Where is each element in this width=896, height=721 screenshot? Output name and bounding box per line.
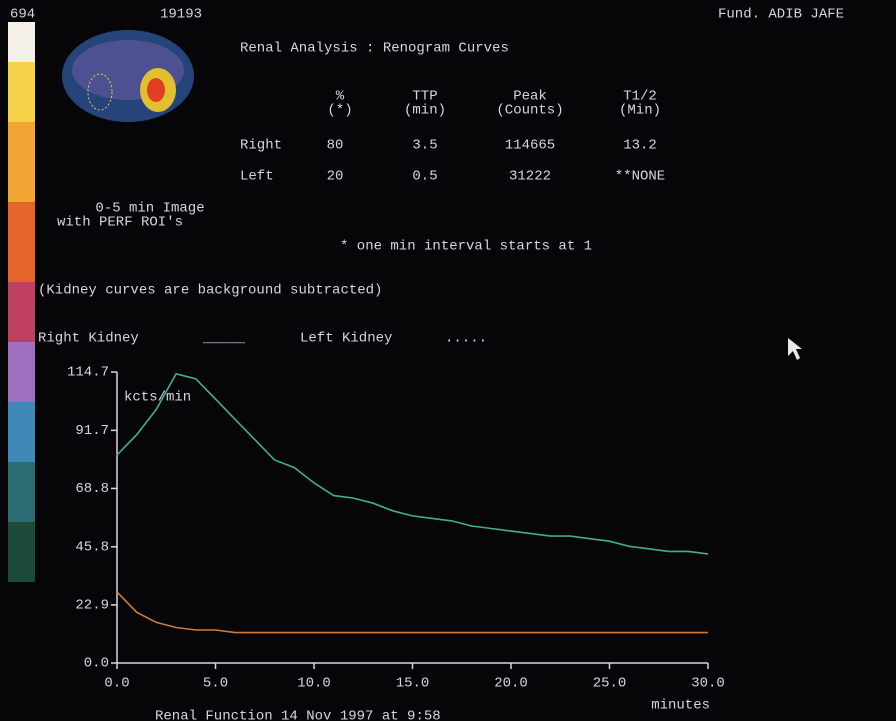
screen: 694 19193 Fund. ADIB JAFE Renal Analysis…	[0, 0, 896, 721]
legend: Right Kidney _____ Left Kidney.....	[38, 331, 487, 347]
series-line	[117, 374, 708, 554]
legend-mark: .....	[445, 331, 487, 347]
image-caption: with PERF ROI's	[57, 215, 183, 231]
row-label: Left	[240, 169, 274, 185]
y-tick-label: 68.8	[75, 481, 109, 497]
study-id: 694	[10, 7, 35, 23]
y-tick-label: 114.7	[67, 365, 109, 381]
footer: Renal Function 14 Nov 1997 at 9:58	[155, 709, 441, 721]
note: * one min interval starts at 1	[340, 239, 592, 255]
x-tick-label: 25.0	[593, 676, 627, 692]
page: 694 19193 Fund. ADIB JAFE Renal Analysis…	[0, 0, 896, 721]
column-header: (Min)	[619, 103, 661, 119]
mouse-cursor	[788, 338, 802, 360]
column-header: (*)	[327, 103, 352, 119]
y-tick-label: 45.8	[75, 540, 109, 556]
y-tick-label: 0.0	[84, 656, 109, 672]
x-tick-label: 10.0	[297, 676, 331, 692]
series-line	[117, 592, 708, 633]
legend-mark: _____	[202, 331, 246, 347]
table-cell: 13.2	[623, 138, 657, 154]
table-cell: 31222	[509, 169, 551, 185]
patient-name: Fund. ADIB JAFE	[718, 7, 844, 23]
x-tick-label: 20.0	[494, 676, 528, 692]
y-tick-label: 91.7	[75, 423, 109, 439]
study-number: 19193	[160, 7, 202, 23]
y-tick-label: 22.9	[75, 598, 109, 614]
x-tick-label: 5.0	[203, 676, 228, 692]
table-cell: 80	[327, 138, 344, 154]
table-cell: 114665	[505, 138, 555, 154]
kidney-image	[62, 30, 194, 122]
y-axis-label: kcts/min	[124, 390, 191, 406]
legend-label: Left Kidney	[300, 331, 392, 347]
column-header: (Counts)	[496, 103, 563, 119]
table-cell: 20	[327, 169, 344, 185]
note: (Kidney curves are background subtracted…	[38, 283, 382, 299]
x-tick-label: 30.0	[691, 676, 725, 692]
x-tick-label: 0.0	[104, 676, 129, 692]
row-label: Right	[240, 138, 282, 154]
title: Renal Analysis : Renogram Curves	[240, 41, 509, 57]
table-cell: **NONE	[615, 169, 665, 185]
x-tick-label: 15.0	[396, 676, 430, 692]
legend-label: Right Kidney	[38, 331, 139, 347]
column-header: (min)	[404, 103, 446, 119]
table-cell: 0.5	[412, 169, 437, 185]
table-cell: 3.5	[412, 138, 437, 154]
color-bar	[8, 22, 35, 582]
x-axis-label: minutes	[651, 698, 710, 714]
